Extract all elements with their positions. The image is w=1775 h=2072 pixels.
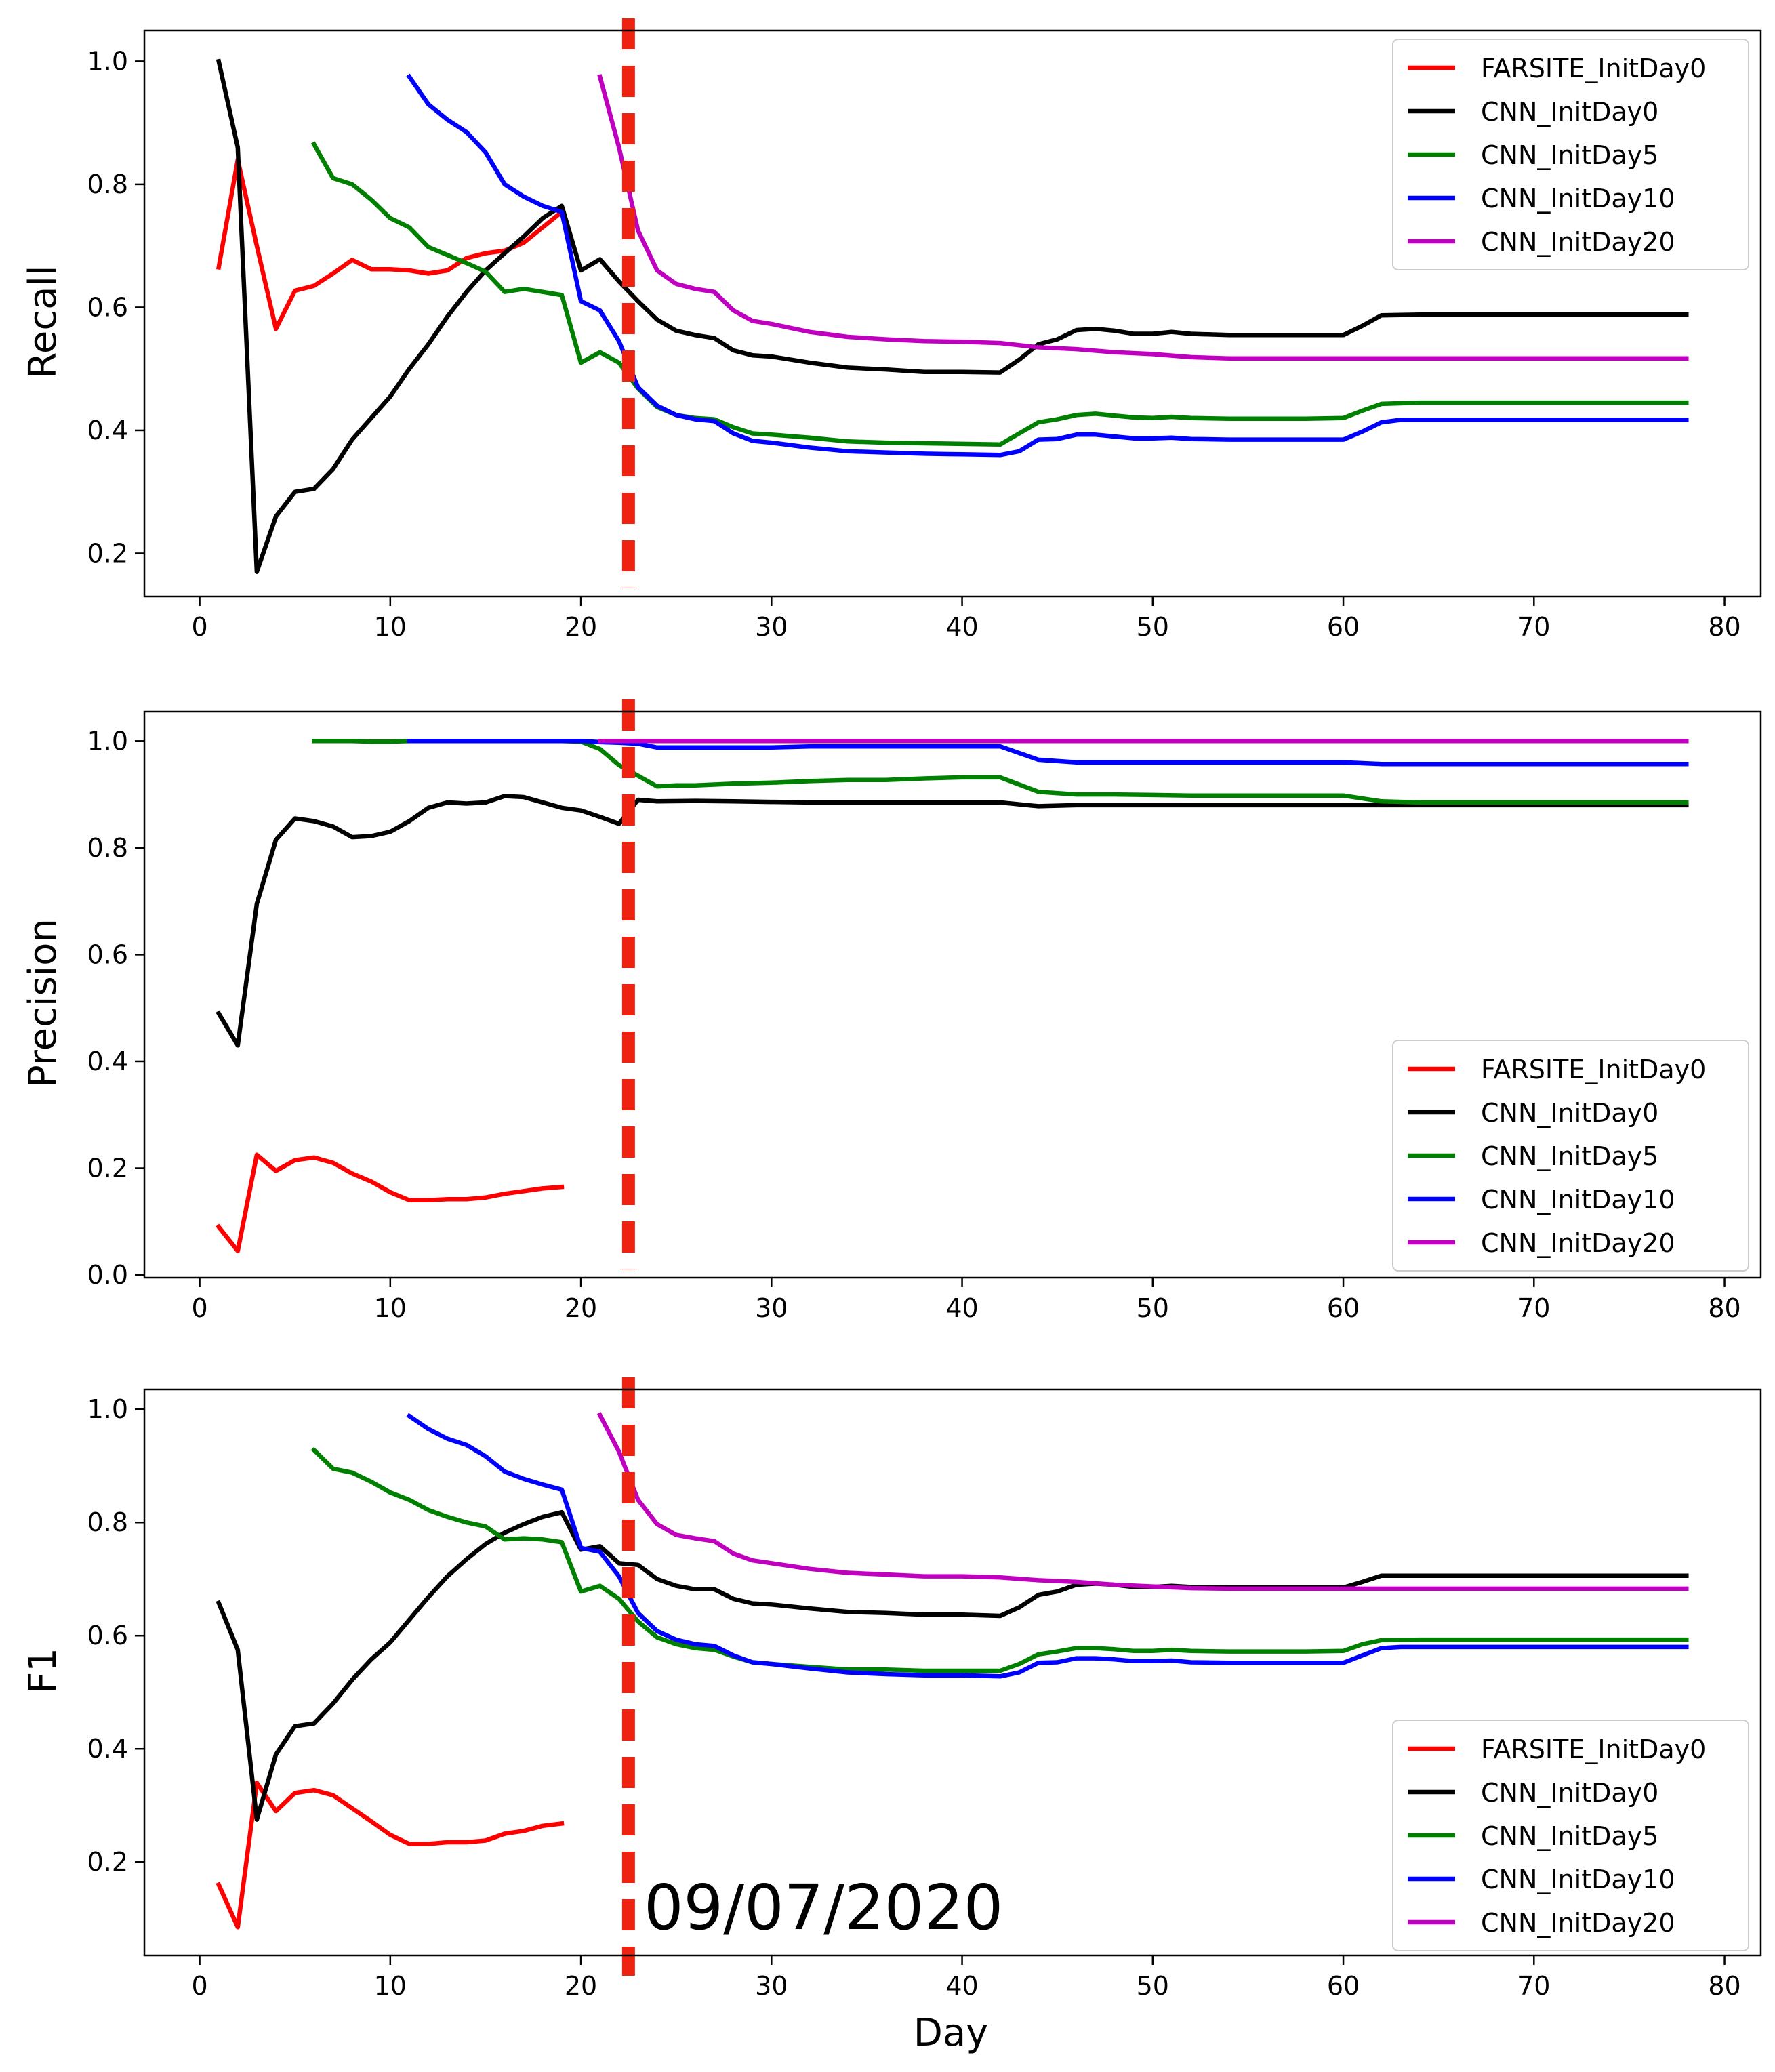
precision-x-tick-label: 30 <box>755 1293 788 1323</box>
recall-x-tick-label: 40 <box>945 612 978 642</box>
f1-y-tick-label: 1.0 <box>87 1394 128 1424</box>
precision-series-cnn-initday0 <box>216 794 1689 1048</box>
recall-legend: FARSITE_InitDay0 CNN_InitDay0 CNN_InitDay5… <box>1392 39 1749 270</box>
f1-x-tick-label: 10 <box>374 1971 407 2001</box>
recall-panel: 0 10 20 30 40 50 60 70 80 0.2 0.4 0.6 0.8 1.0 FARSITE_… <box>21 18 1762 642</box>
f1-panel: 0 10 20 30 40 50 60 70 80 0.2 0.4 0.6 0.8 1.0 FARSITE_… <box>21 1377 1762 2055</box>
recall-x-tick-label: 50 <box>1137 612 1169 642</box>
f1-legend-box <box>1392 1720 1749 1951</box>
precision-y-tick-label: 0.0 <box>87 1260 128 1290</box>
recall-legend-label-farsite-initday0: FARSITE_InitDay0 <box>1481 54 1706 83</box>
recall-legend-label-cnn-initday20: CNN_InitDay20 <box>1481 227 1675 257</box>
f1-y-tick-label: 0.6 <box>87 1621 128 1650</box>
x-axis-label: Day <box>914 2011 989 2055</box>
f1-legend: FARSITE_InitDay0 CNN_InitDay0 CNN_InitDay5… <box>1392 1720 1749 1951</box>
precision-legend-label-cnn-initday0: CNN_InitDay0 <box>1481 1098 1658 1128</box>
f1-x-tick-label: 40 <box>945 1971 978 2001</box>
f1-series-farsite-initday0 <box>216 1781 565 1930</box>
precision-y-tick-label: 0.6 <box>87 939 128 969</box>
f1-y-tick-label: 0.8 <box>87 1507 128 1537</box>
precision-y-tick-label: 0.4 <box>87 1047 128 1076</box>
precision-x-tick-label: 60 <box>1327 1293 1360 1323</box>
recall-x-tick-label: 80 <box>1708 612 1740 642</box>
f1-legend-label-farsite-initday0: FARSITE_InitDay0 <box>1481 1734 1706 1764</box>
f1-y-axis-label: F1 <box>21 1648 65 1694</box>
f1-x-tick-label: 70 <box>1517 1971 1550 2001</box>
f1-x-tick-label: 30 <box>755 1971 788 2001</box>
f1-series-cnn-initday5 <box>310 1446 1689 1673</box>
date-annotation: 09/07/2020 <box>644 1871 1003 1944</box>
precision-panel: 0 10 20 30 40 50 60 70 80 0.0 0.2 0.4 0.6 0.8 1.0 FARSI… <box>21 699 1762 1323</box>
precision-legend-label-cnn-initday20: CNN_InitDay20 <box>1481 1228 1675 1258</box>
f1-series-cnn-initday10 <box>406 1413 1689 1679</box>
recall-legend-label-cnn-initday0: CNN_InitDay0 <box>1481 97 1658 127</box>
precision-x-tick-label: 10 <box>374 1293 407 1323</box>
precision-x-tick-label: 20 <box>565 1293 597 1323</box>
recall-x-tick-label: 20 <box>565 612 597 642</box>
precision-legend-box <box>1392 1040 1749 1272</box>
f1-x-tick-label: 0 <box>191 1971 207 2001</box>
precision-legend-label-farsite-initday0: FARSITE_InitDay0 <box>1481 1055 1706 1084</box>
recall-legend-label-cnn-initday10: CNN_InitDay10 <box>1481 184 1675 214</box>
f1-y-tick-label: 0.2 <box>87 1847 128 1877</box>
precision-x-tick-label: 0 <box>191 1293 207 1323</box>
recall-legend-box <box>1392 39 1749 270</box>
precision-x-tick-label: 70 <box>1517 1293 1550 1323</box>
recall-series-cnn-initday5 <box>310 141 1689 447</box>
precision-y-tick-label: 1.0 <box>87 726 128 756</box>
precision-x-tick-label: 40 <box>945 1293 978 1323</box>
recall-y-tick-label: 0.2 <box>87 538 128 568</box>
f1-legend-label-cnn-initday10: CNN_InitDay10 <box>1481 1865 1675 1894</box>
recall-x-tick-label: 10 <box>374 612 407 642</box>
f1-legend-label-cnn-initday5: CNN_InitDay5 <box>1481 1821 1658 1851</box>
f1-series-cnn-initday20 <box>596 1412 1689 1591</box>
recall-series-cnn-initday10 <box>406 73 1689 458</box>
precision-axes-frame <box>143 710 1762 1279</box>
recall-series-cnn-initday0 <box>216 58 1689 574</box>
precision-y-axis-label: Precision <box>21 918 65 1088</box>
recall-y-tick-label: 0.6 <box>87 292 128 322</box>
f1-axes-frame <box>143 1388 1762 1957</box>
recall-x-tick-label: 70 <box>1517 612 1550 642</box>
recall-y-tick-label: 1.0 <box>87 46 128 76</box>
recall-legend-label-cnn-initday5: CNN_InitDay5 <box>1481 140 1658 170</box>
precision-legend-label-cnn-initday5: CNN_InitDay5 <box>1481 1141 1658 1171</box>
precision-y-tick-label: 0.8 <box>87 833 128 863</box>
f1-legend-label-cnn-initday0: CNN_InitDay0 <box>1481 1778 1658 1808</box>
precision-legend-label-cnn-initday10: CNN_InitDay10 <box>1481 1185 1675 1215</box>
recall-x-tick-label: 0 <box>191 612 207 642</box>
precision-legend: FARSITE_InitDay0 CNN_InitDay0 CNN_InitDay5… <box>1392 1040 1749 1272</box>
precision-x-tick-label: 80 <box>1708 1293 1740 1323</box>
precision-x-tick-label: 50 <box>1137 1293 1169 1323</box>
f1-legend-label-cnn-initday20: CNN_InitDay20 <box>1481 1908 1675 1938</box>
f1-x-tick-label: 60 <box>1327 1971 1360 2001</box>
recall-x-tick-label: 30 <box>755 612 788 642</box>
precision-y-tick-label: 0.2 <box>87 1154 128 1183</box>
recall-y-tick-label: 0.8 <box>87 169 128 199</box>
precision-series-cnn-initday10 <box>407 739 1689 767</box>
f1-x-tick-label: 80 <box>1708 1971 1740 2001</box>
f1-x-tick-label: 50 <box>1137 1971 1169 2001</box>
recall-y-axis-label: Recall <box>21 265 65 378</box>
precision-series-farsite-initday0 <box>216 1152 565 1253</box>
recall-x-tick-label: 60 <box>1327 612 1360 642</box>
recall-y-tick-label: 0.4 <box>87 415 128 445</box>
f1-y-tick-label: 0.4 <box>87 1734 128 1764</box>
recall-axes-frame <box>143 29 1762 598</box>
recall-series-cnn-initday20 <box>597 74 1689 361</box>
f1-x-tick-label: 20 <box>565 1971 597 2001</box>
